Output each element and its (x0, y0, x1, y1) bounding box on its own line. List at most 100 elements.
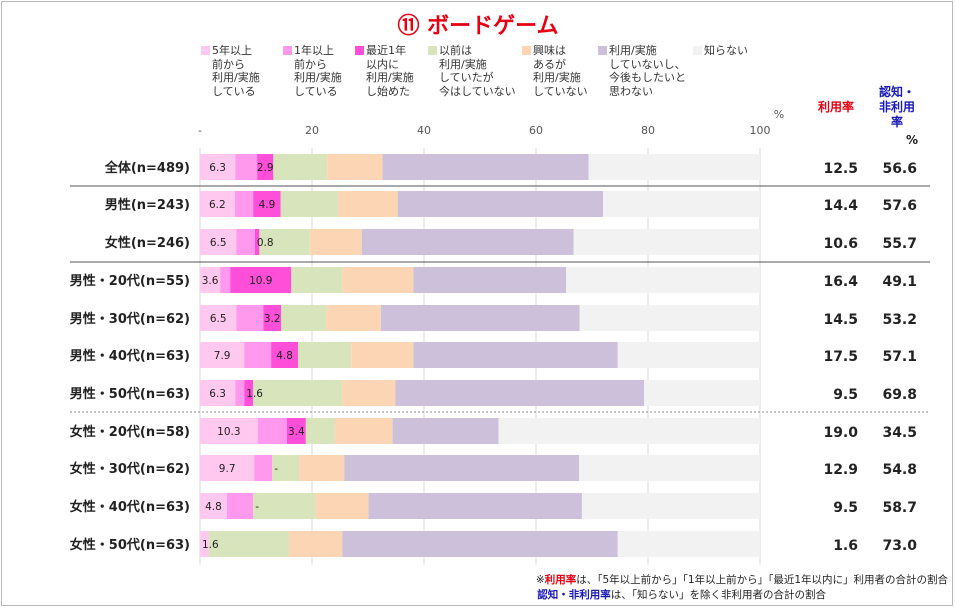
legend-label: 5年以上 前から 利用/実施 している (212, 44, 260, 98)
category-label: 女性・20代(n=58) (70, 424, 190, 440)
bar-segment (200, 418, 258, 444)
bar-segment (309, 229, 362, 255)
bar-segment (257, 418, 287, 444)
usage-rate-header: 利用率 (817, 100, 854, 114)
bar-segment (342, 531, 618, 557)
x-tick-label: 20 (305, 124, 319, 137)
bar-segment (200, 305, 237, 331)
category-label: 男性・30代(n=62) (70, 311, 190, 327)
data-label: 6.3 (209, 162, 226, 174)
data-label: 4.9 (259, 199, 276, 211)
bar-segment (273, 154, 328, 180)
bar-segment (397, 191, 604, 217)
legend-label: 1年以上 前から 利用/実施 している (294, 44, 342, 98)
bar-segment (413, 267, 567, 293)
aware-rate-value: 55.7 (882, 236, 917, 252)
category-label: 男性・50代(n=63) (70, 386, 190, 402)
bar-segment (226, 493, 254, 519)
usage-rate-value: 19.0 (823, 425, 858, 441)
legend-label: 最近1年 以内に 利用/実施 し始めた (366, 44, 414, 98)
data-label: 3.6 (202, 275, 219, 287)
data-label: 10.3 (217, 426, 240, 438)
usage-rate-value: 16.4 (823, 274, 858, 290)
pct-unit-right: % (905, 133, 919, 147)
bar-segment (200, 380, 236, 406)
bar-segment (338, 191, 398, 217)
usage-rate-value: 17.5 (823, 349, 858, 365)
category-label: 女性・30代(n=62) (70, 461, 190, 477)
bar-segment (305, 418, 335, 444)
x-tick-label: 80 (641, 124, 655, 137)
bar-segment (368, 493, 582, 519)
note-aware-rate: 認知・非利用率は、「知らない」を除く非利用者の合計の割合 (537, 589, 826, 601)
bar-segment (253, 493, 316, 519)
bar-segment (259, 229, 310, 255)
bar-segment (315, 493, 369, 519)
bar-segment (200, 455, 255, 481)
category-label: 男性・40代(n=63) (70, 348, 190, 364)
bar-segment (617, 342, 760, 368)
bar-segment (351, 342, 414, 368)
bar-segment (289, 531, 343, 557)
bar-segment (291, 267, 343, 293)
bar-segment (579, 455, 760, 481)
usage-rate-value: 14.4 (823, 198, 858, 214)
bar-segment (573, 229, 760, 255)
bar-segment (498, 418, 760, 444)
bar-segment (253, 191, 281, 217)
data-label: 7.9 (214, 350, 231, 362)
category-label: 全体(n=489) (104, 160, 190, 176)
note-usage-rate: ※利用率は、「5年以上前から」「1年以上前から」「最近1年以内に」利用者の合計の… (535, 574, 948, 586)
bar-segment (236, 305, 264, 331)
bar-segment (244, 342, 272, 368)
usage-rate-value: 12.9 (823, 462, 858, 478)
bar-segment (392, 418, 499, 444)
legend-label: 興味は あるが 利用/実施 していない (533, 44, 588, 98)
x-tick-label: - (198, 124, 202, 137)
usage-rate-value: 14.5 (823, 312, 858, 328)
bar-segment (200, 267, 221, 293)
usage-rate-value: 1.6 (833, 538, 858, 554)
bar-segment (617, 531, 760, 557)
chart-title: ⑪ ボードゲーム (397, 14, 559, 39)
bar-segment (361, 229, 574, 255)
legend-swatch (522, 46, 531, 55)
legend-swatch (355, 46, 364, 55)
data-label: 3.2 (264, 313, 281, 325)
bar-segment (566, 267, 760, 293)
x-tick-label: 60 (529, 124, 543, 137)
bar-segment (644, 380, 760, 406)
data-label: 4.8 (276, 350, 293, 362)
legend-label: 知らない (704, 44, 748, 57)
bar-segment (257, 154, 274, 180)
data-label: 4.8 (205, 501, 222, 513)
bar-segment (382, 154, 589, 180)
bar-segment (298, 342, 352, 368)
data-label: 6.5 (210, 313, 227, 325)
bar-segment (281, 305, 327, 331)
data-label: 10.9 (249, 275, 272, 287)
aware-rate-value: 58.7 (882, 500, 917, 516)
data-label: - (255, 501, 259, 513)
bar-segment (413, 342, 618, 368)
bar-segment (271, 342, 298, 368)
aware-rate-header: 認知・ 非利用 率 (878, 85, 915, 129)
bar-segment (234, 191, 254, 217)
x-tick-label: 100 (750, 124, 771, 137)
legend-swatch (428, 46, 437, 55)
bar-segment (344, 455, 580, 481)
category-label: 男性・20代(n=55) (70, 273, 190, 289)
legend-swatch (598, 46, 607, 55)
legend-label: 利用/実施 していないし、 今後もしたいと 思わない (609, 44, 686, 98)
bar-segment (200, 154, 236, 180)
aware-rate-value: 69.8 (882, 387, 917, 403)
bar-segment (244, 380, 254, 406)
data-label: 3.4 (288, 426, 305, 438)
data-label: 6.2 (209, 199, 226, 211)
category-label: 女性・50代(n=63) (70, 537, 190, 553)
bar-segment (253, 380, 343, 406)
bar-segment (263, 305, 282, 331)
bar-segment (579, 305, 760, 331)
